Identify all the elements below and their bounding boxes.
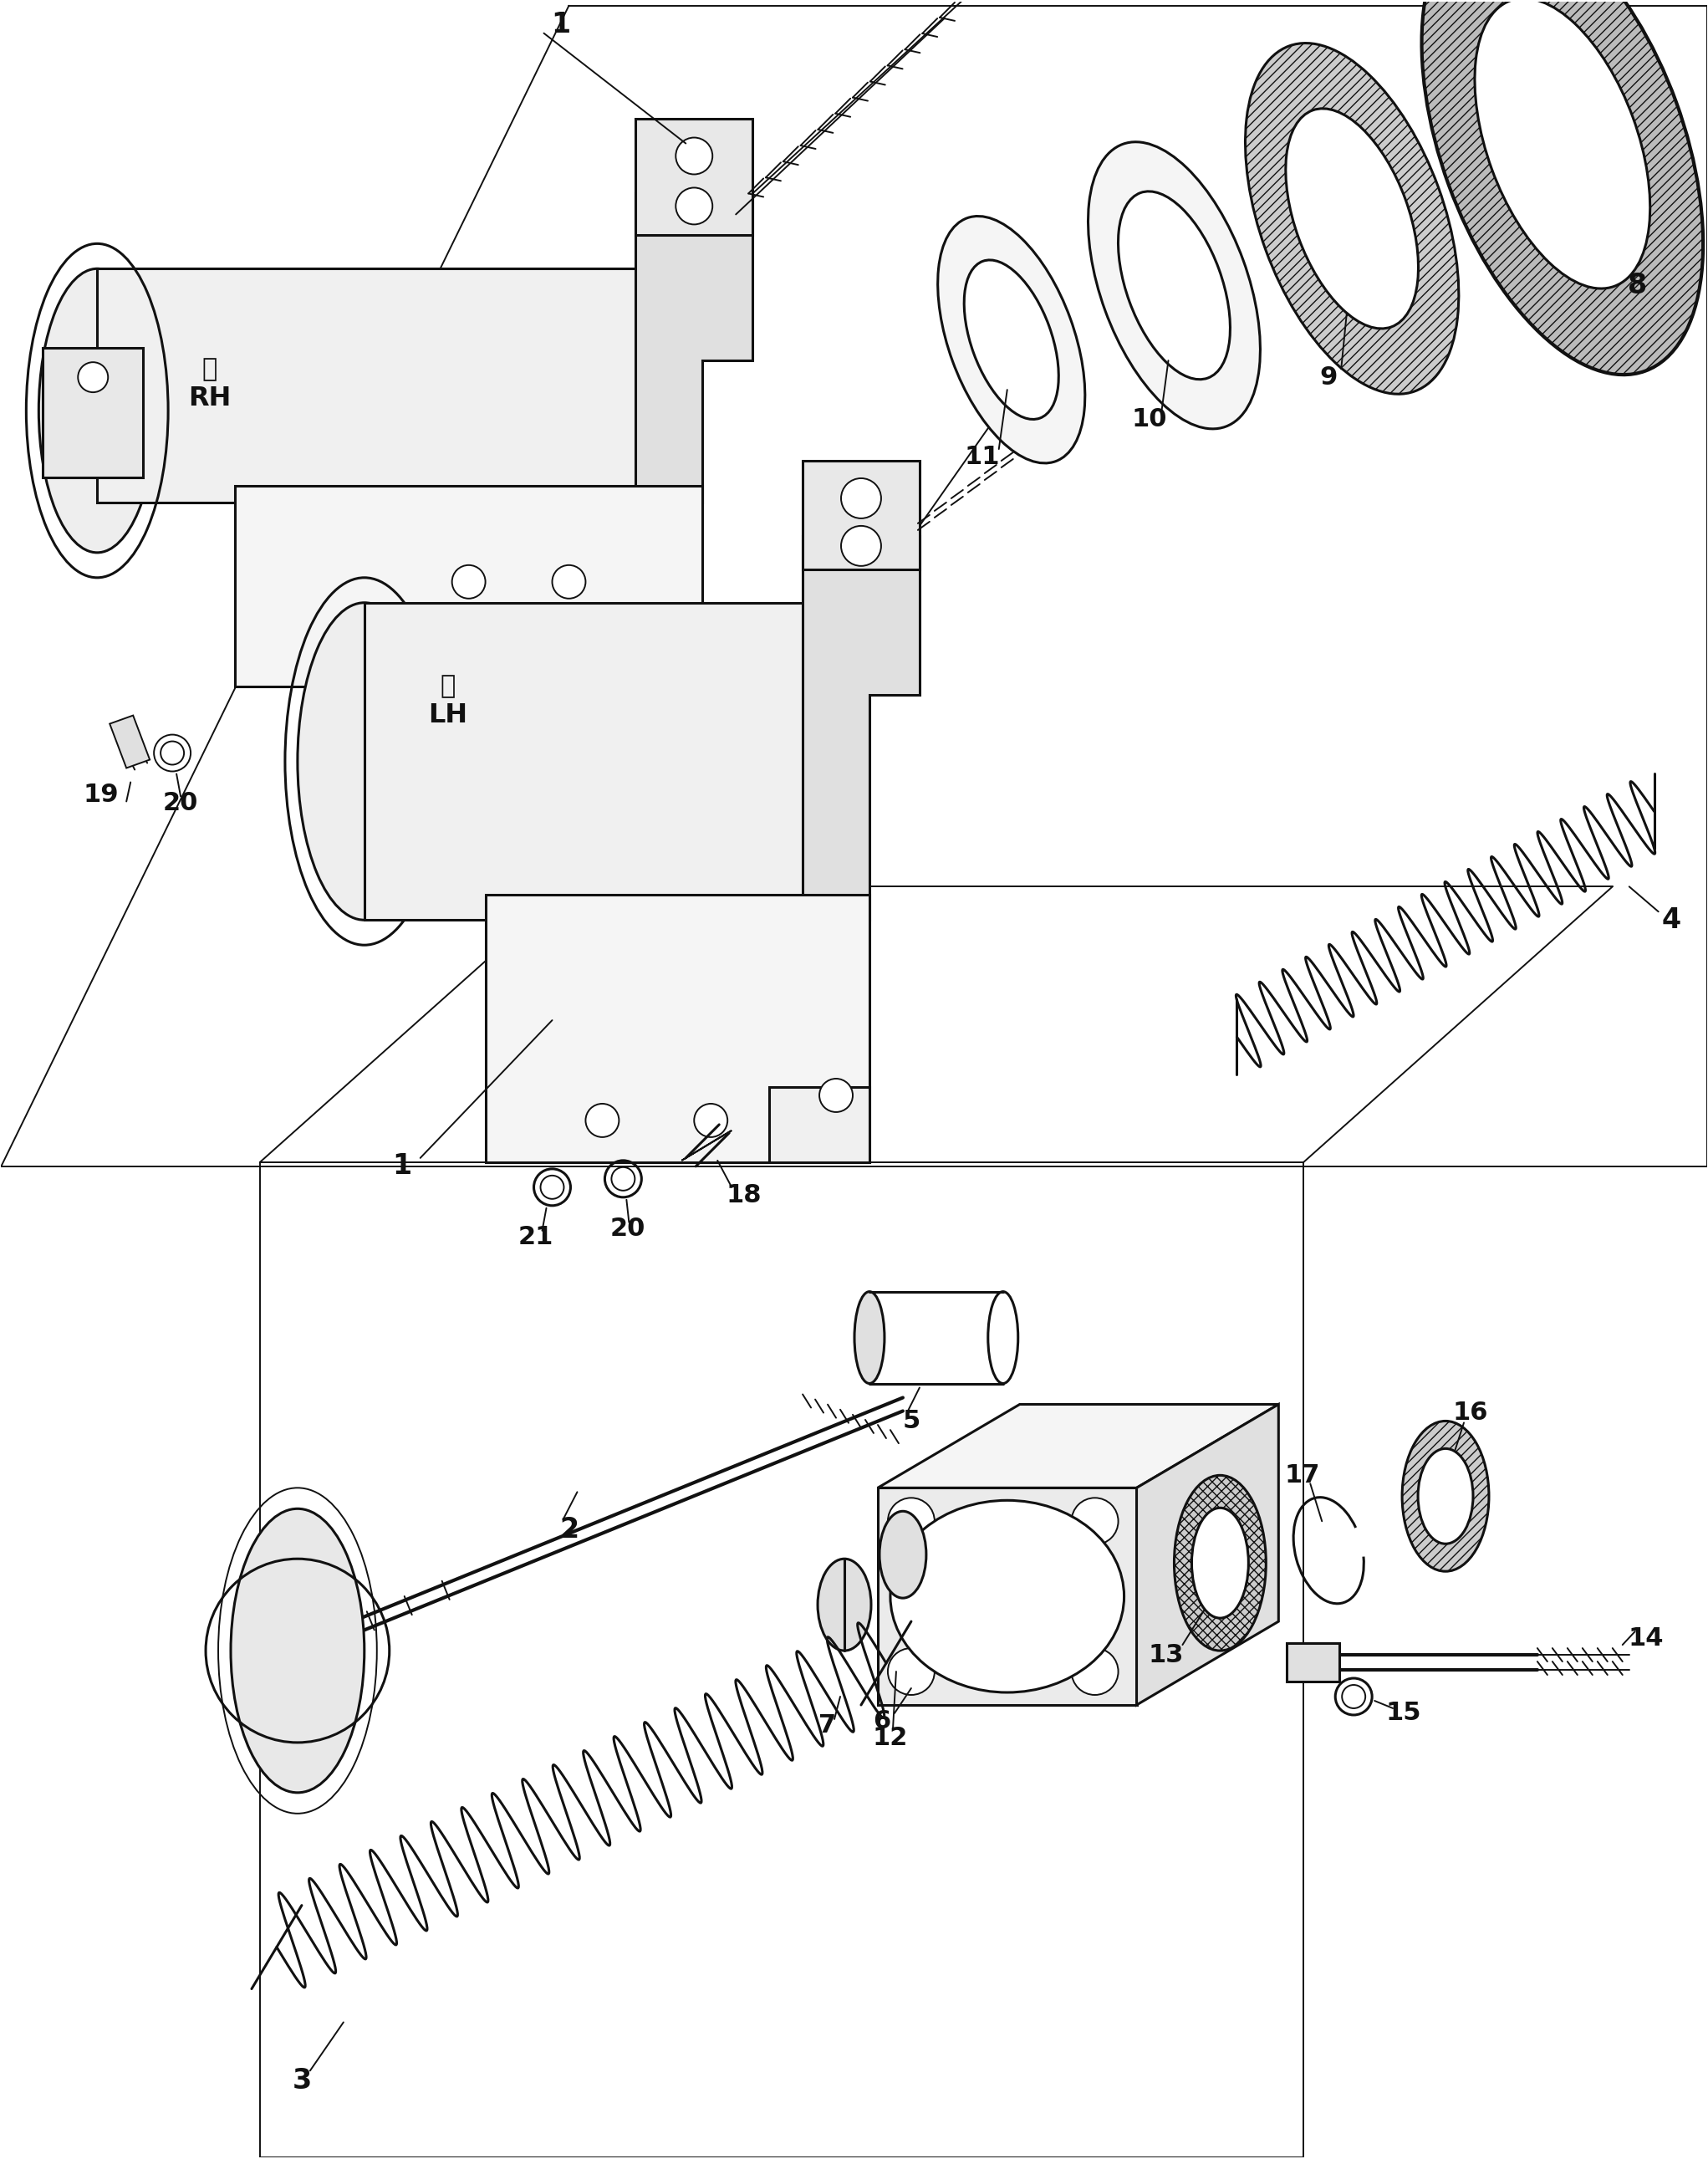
Ellipse shape <box>854 1291 885 1384</box>
Circle shape <box>611 1168 635 1190</box>
Circle shape <box>586 1103 618 1138</box>
Polygon shape <box>878 1488 1136 1706</box>
Ellipse shape <box>880 1511 926 1598</box>
Text: 左: 左 <box>441 674 456 697</box>
Text: 16: 16 <box>1454 1401 1488 1425</box>
Text: 右: 右 <box>202 356 217 380</box>
Ellipse shape <box>818 1559 871 1652</box>
Polygon shape <box>1136 1403 1279 1706</box>
Polygon shape <box>109 715 150 769</box>
Polygon shape <box>803 460 919 570</box>
Text: 7: 7 <box>818 1714 837 1738</box>
Ellipse shape <box>1474 0 1650 289</box>
Text: 12: 12 <box>873 1727 909 1751</box>
Text: 9: 9 <box>1320 365 1337 389</box>
Polygon shape <box>803 535 919 920</box>
Text: 11: 11 <box>965 445 999 469</box>
Circle shape <box>1071 1647 1119 1695</box>
Ellipse shape <box>1119 192 1230 380</box>
Ellipse shape <box>890 1501 1124 1693</box>
Text: 5: 5 <box>902 1410 921 1434</box>
Polygon shape <box>769 1086 869 1162</box>
Text: 10: 10 <box>1131 406 1167 432</box>
Ellipse shape <box>1192 1507 1249 1617</box>
Ellipse shape <box>1402 1421 1489 1572</box>
Text: 15: 15 <box>1385 1701 1421 1725</box>
Circle shape <box>676 138 712 175</box>
Circle shape <box>888 1647 934 1695</box>
Ellipse shape <box>1286 108 1418 328</box>
Circle shape <box>840 479 881 518</box>
Ellipse shape <box>1088 142 1261 430</box>
Text: 21: 21 <box>518 1224 553 1250</box>
Text: 17: 17 <box>1284 1464 1320 1488</box>
Circle shape <box>820 1080 852 1112</box>
Polygon shape <box>236 486 702 687</box>
Text: LH: LH <box>429 702 468 728</box>
Text: 3: 3 <box>292 2066 311 2094</box>
Ellipse shape <box>938 216 1085 464</box>
Circle shape <box>840 527 881 566</box>
Text: 14: 14 <box>1628 1626 1664 1649</box>
Circle shape <box>161 741 184 764</box>
Text: RH: RH <box>188 384 231 410</box>
Polygon shape <box>43 348 143 477</box>
Circle shape <box>552 566 586 598</box>
Circle shape <box>79 363 108 393</box>
Polygon shape <box>364 602 852 920</box>
Circle shape <box>1071 1498 1119 1544</box>
Text: 18: 18 <box>726 1183 762 1207</box>
Circle shape <box>693 1103 728 1138</box>
Text: 1: 1 <box>552 11 570 39</box>
Ellipse shape <box>39 268 155 553</box>
Polygon shape <box>97 268 702 503</box>
Ellipse shape <box>963 259 1059 419</box>
Ellipse shape <box>1418 1449 1472 1544</box>
Text: 20: 20 <box>162 790 198 816</box>
Text: 4: 4 <box>1662 907 1681 935</box>
Circle shape <box>1342 1684 1365 1708</box>
Polygon shape <box>681 1131 731 1162</box>
Ellipse shape <box>987 1291 1018 1384</box>
Text: 6: 6 <box>873 1710 892 1734</box>
Polygon shape <box>635 119 753 235</box>
Text: 19: 19 <box>84 782 120 807</box>
Circle shape <box>676 188 712 225</box>
Circle shape <box>888 1498 934 1544</box>
Circle shape <box>540 1174 564 1198</box>
Text: 13: 13 <box>1148 1643 1184 1667</box>
Ellipse shape <box>297 602 430 920</box>
Polygon shape <box>485 896 869 1162</box>
Polygon shape <box>1286 1643 1339 1682</box>
Polygon shape <box>878 1403 1279 1488</box>
Text: 2: 2 <box>559 1516 579 1544</box>
Ellipse shape <box>1421 0 1703 376</box>
Text: 1: 1 <box>393 1153 412 1181</box>
Ellipse shape <box>1245 43 1459 395</box>
Ellipse shape <box>1173 1475 1266 1652</box>
Ellipse shape <box>231 1509 364 1792</box>
Circle shape <box>453 566 485 598</box>
Text: 20: 20 <box>610 1218 646 1241</box>
Text: 8: 8 <box>1628 272 1647 300</box>
Polygon shape <box>635 194 753 503</box>
